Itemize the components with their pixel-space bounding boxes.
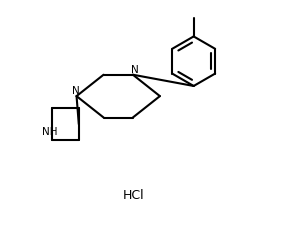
Text: NH: NH <box>42 126 57 136</box>
Text: HCl: HCl <box>123 188 145 201</box>
Text: N: N <box>131 65 139 75</box>
Text: N: N <box>71 85 79 95</box>
